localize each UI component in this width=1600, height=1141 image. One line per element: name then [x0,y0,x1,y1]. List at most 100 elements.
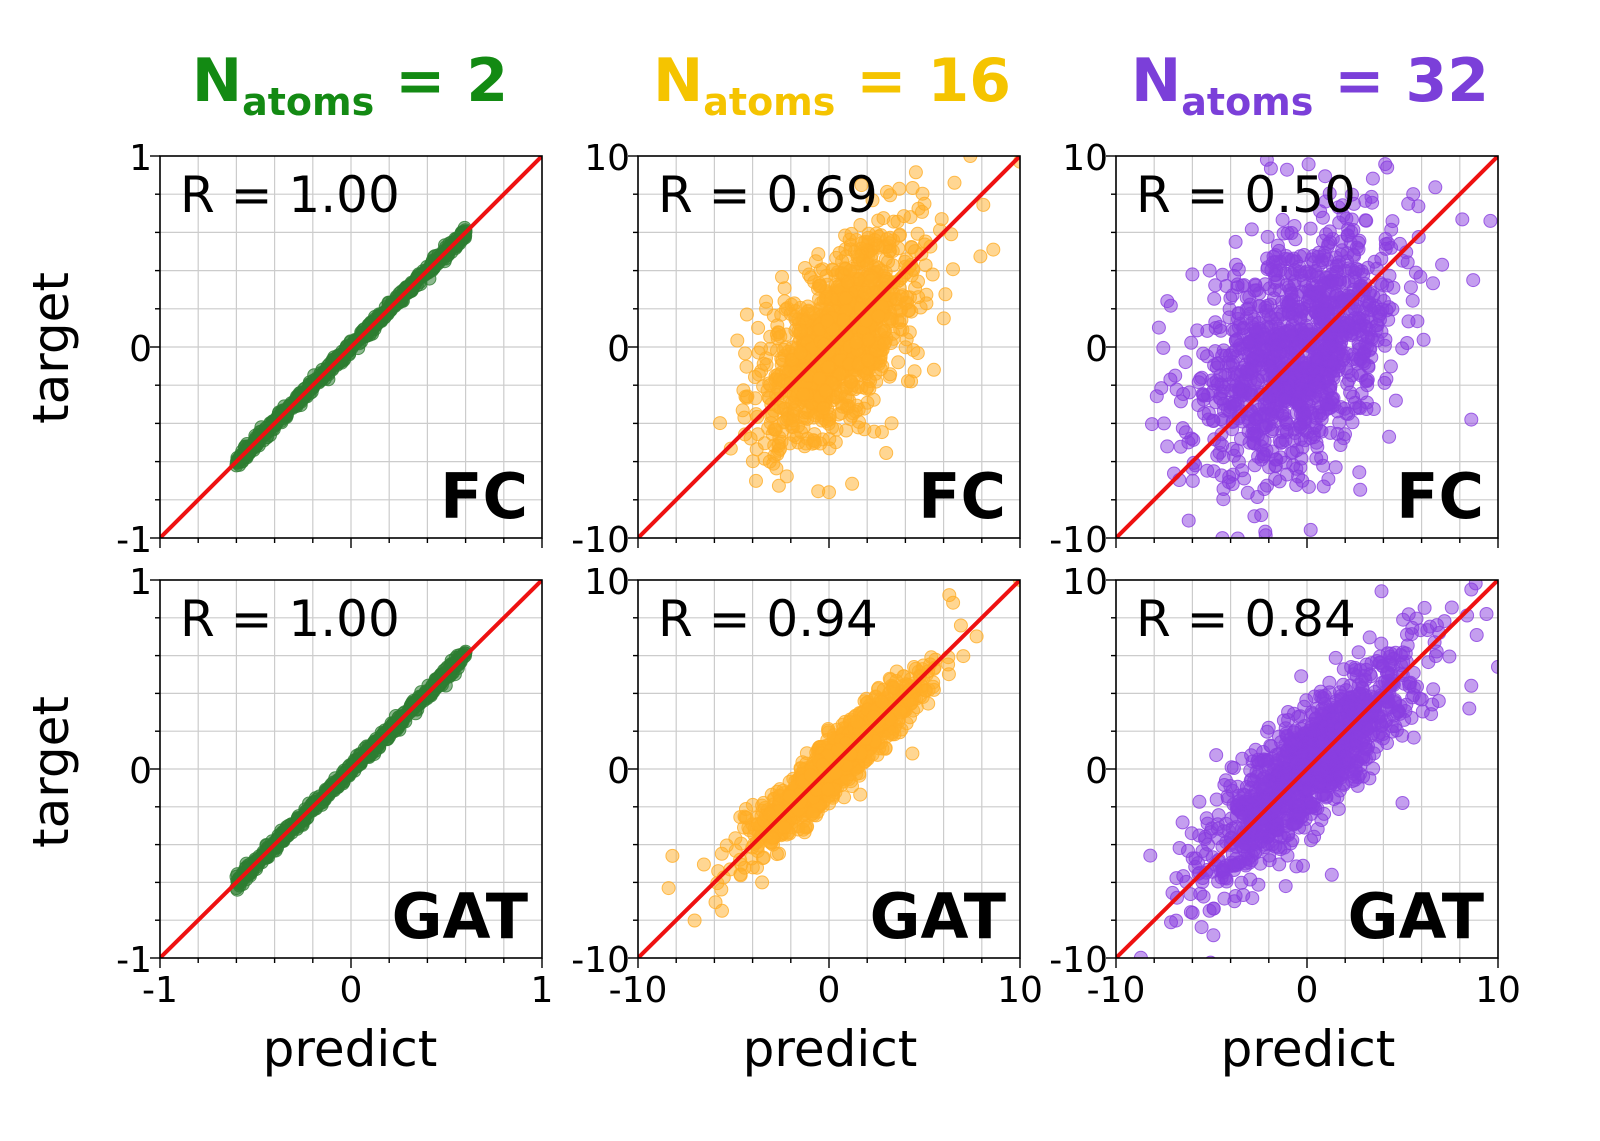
x-tick-label: 1 [531,970,554,1011]
scatter-point [808,435,821,448]
correlation-label: R = 0.69 [658,166,878,224]
scatter-point [1322,473,1335,486]
scatter-point [1348,323,1361,336]
scatter-point [1402,197,1415,210]
scatter-point [1186,474,1199,487]
scatter-point [1307,364,1320,377]
scatter-point [1174,440,1187,453]
scatter-point [1381,279,1394,292]
scatter-point [821,314,834,327]
x-axis-label-col-2: predict [743,1020,918,1078]
column-title-rest: = 16 [835,46,1011,116]
scatter-point [947,263,960,276]
scatter-point [1177,388,1190,401]
x-axis-label-col-3: predict [1221,1020,1396,1078]
scatter-point [879,253,892,266]
scatter-point [1335,235,1348,248]
scatter-point [1201,324,1214,337]
scatter-point [1227,468,1240,481]
scatter-point [1146,418,1159,431]
scatter-point [1404,281,1417,294]
y-tick-label: 0 [129,751,152,792]
scatter-point [1261,230,1274,243]
scatter-point [1352,236,1365,249]
scatter-point [749,371,762,384]
scatter-point [1232,313,1245,326]
scatter-point [861,396,874,409]
scatter-point [1226,289,1239,302]
scatter-point [845,375,858,388]
scatter-point [906,747,919,760]
column-title-rest: = 32 [1313,46,1489,116]
scatter-point [1304,523,1317,536]
x-tick-label: -1 [142,970,178,1011]
scatter-point [920,297,933,310]
scatter-point [893,182,906,195]
scatter-point [817,402,830,415]
column-title-main: N [653,46,703,116]
scatter-point [1375,252,1388,265]
scatter-point [739,347,752,360]
scatter-point [1278,394,1291,407]
scatter-point [1331,427,1344,440]
scatter-point [880,447,893,460]
scatter-point [1389,394,1402,407]
scatter-point [1203,264,1216,277]
column-title-rest: = 2 [374,46,508,116]
scatter-point [1347,248,1360,261]
column-title-sub: atoms [242,80,374,124]
scatter-point [1366,196,1379,209]
scatter-point [1202,413,1215,426]
scatter-point [1329,266,1342,279]
y-tick-label: 1 [129,138,152,179]
scatter-point [1185,336,1198,349]
scatter-point [1187,433,1200,446]
scatter-point [1279,252,1292,265]
scatter-point [974,250,987,263]
scatter-point [749,392,762,405]
scatter-point [731,334,744,347]
scatter-point [841,276,854,289]
scatter-point [1327,392,1340,405]
column-title-sub: atoms [703,80,835,124]
scatter-point [1195,371,1208,384]
scatter-point [892,356,905,369]
scatter-point [1220,349,1233,362]
scatter-point [1304,222,1317,235]
y-tick-label: 0 [129,329,152,370]
scatter-point [1224,401,1237,414]
scatter-point [1229,235,1242,248]
scatter-point [752,321,765,334]
scatter-point [1209,279,1222,292]
scatter-point [1182,514,1195,527]
column-title-natoms-2: Natoms = 2 [192,46,508,124]
scatter-point [789,324,802,337]
correlation-label: R = 1.00 [180,166,400,224]
column-title-main: N [1131,46,1181,116]
column-title-main: N [192,46,242,116]
scatter-point [1251,491,1264,504]
scatter-point [812,248,825,261]
scatter-point [1294,378,1307,391]
scatter-point [1315,280,1328,293]
scatter-point [1436,258,1449,271]
scatter-point [1427,277,1440,290]
scatter-point [1310,436,1323,449]
scatter-point [769,423,782,436]
scatter-point [858,286,871,299]
scatter-point [1359,214,1372,227]
scatter-point [1353,466,1366,479]
scatter-point [1253,287,1266,300]
scatter-point [909,166,922,179]
scatter-point [1386,215,1399,228]
scatter-point [883,312,896,325]
scatter-point [714,417,727,430]
y-tick-label: -10 [571,520,630,561]
scatter-point [697,858,710,871]
scatter-point [1197,389,1210,402]
model-label: GAT [392,880,528,953]
scatter-point [1150,390,1163,403]
scatter-point [878,338,891,351]
